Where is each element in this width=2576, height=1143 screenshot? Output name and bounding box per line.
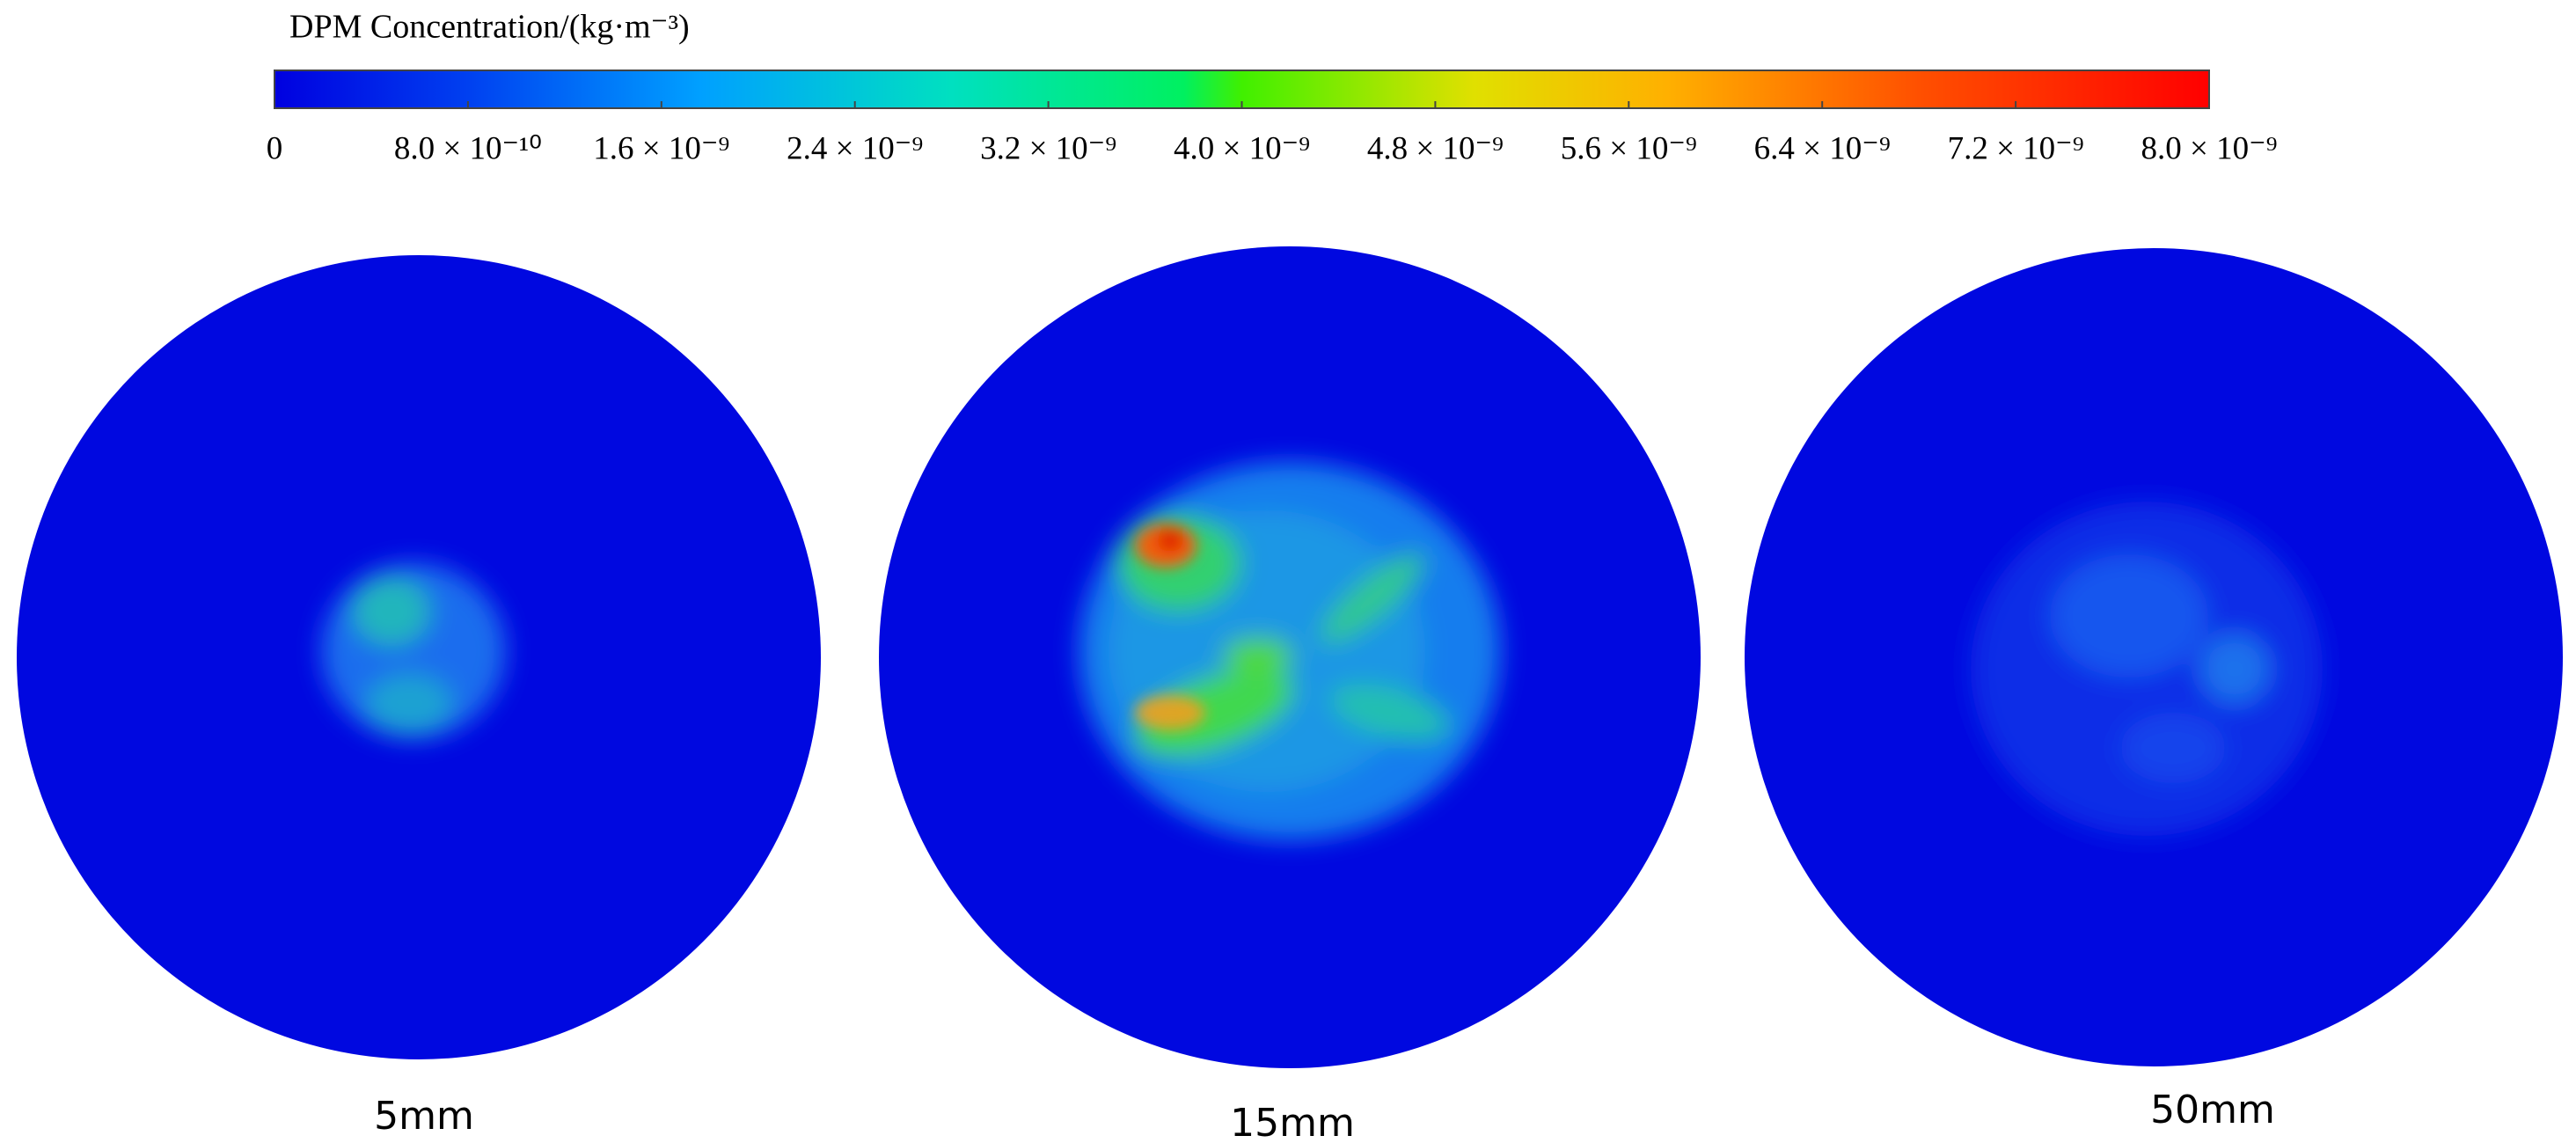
colorbar-tick-label: 7.2 × 10⁻⁹ <box>1948 130 2084 166</box>
panel-label: 15mm <box>1230 1101 1355 1143</box>
colorbar-tick-label: 1.6 × 10⁻⁹ <box>593 130 729 166</box>
colorbar-tick-label: 2.4 × 10⁻⁹ <box>787 130 923 166</box>
panel-label: 50mm <box>2150 1088 2275 1132</box>
colorbar-tick-label: 8.0 × 10⁻¹⁰ <box>394 130 542 166</box>
contour-panel <box>879 246 1701 1068</box>
panel-label: 5mm <box>374 1094 474 1139</box>
colorbar-tick-label: 0 <box>267 130 283 166</box>
contour-panel <box>1745 248 2563 1066</box>
colorbar-tick-label: 8.0 × 10⁻⁹ <box>2141 130 2277 166</box>
contour-panel <box>17 255 821 1059</box>
colorbar-tick-label: 5.6 × 10⁻⁹ <box>1561 130 1697 166</box>
colorbar-tick-label: 4.8 × 10⁻⁹ <box>1367 130 1504 166</box>
colorbar-tick-label: 4.0 × 10⁻⁹ <box>1174 130 1310 166</box>
colorbar-tick-label: 3.2 × 10⁻⁹ <box>980 130 1116 166</box>
colorbar-title: DPM Concentration/(kg·m⁻³) <box>289 9 690 46</box>
colorbar-tick-label: 6.4 × 10⁻⁹ <box>1754 130 1891 166</box>
